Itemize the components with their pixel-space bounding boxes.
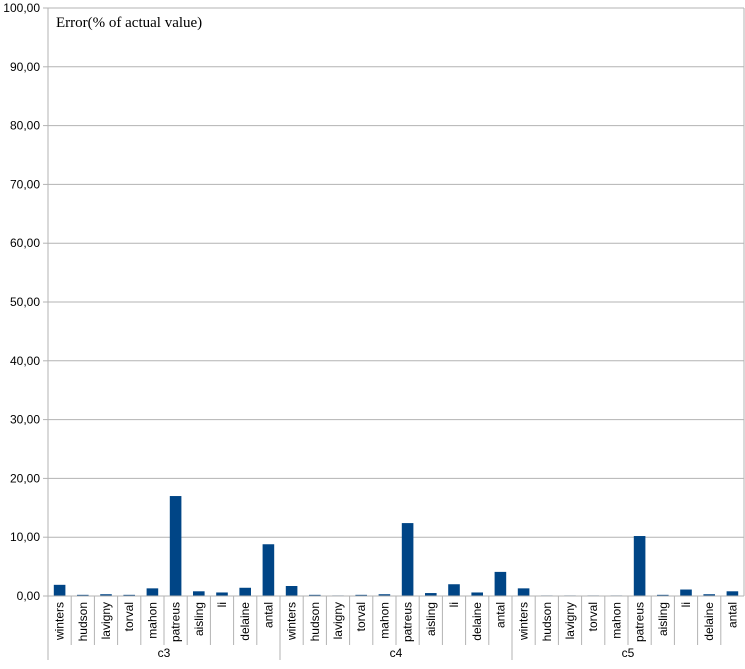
bar [123,594,135,596]
bars [53,496,739,597]
category-label: hudson [76,602,90,641]
category-label: winters [517,602,531,641]
bar [703,594,715,596]
bar [53,584,66,596]
group-labels: c3 c4 c5 [158,646,635,660]
bar [146,588,159,596]
category-label: aisling [656,602,670,636]
bar [657,594,669,596]
group-label: c3 [158,646,171,660]
category-label: torval [122,602,136,631]
y-tick-label: 10,00 [10,530,40,544]
category-label: mahon [377,602,391,639]
bar [77,594,89,596]
bar [193,591,205,596]
bar [169,496,182,596]
category-label: patreus [401,602,415,642]
bar [309,594,321,596]
bar [239,587,251,596]
y-tick-label: 40,00 [10,354,40,368]
category-label: lavigny [331,602,345,639]
bar [216,592,228,596]
y-tick-label: 50,00 [10,295,40,309]
category-label: lavigny [99,602,113,639]
bar [517,588,530,596]
category-label: aisling [424,602,438,636]
category-label: hudson [308,602,322,641]
category-label: winters [53,602,67,641]
bar [680,589,692,596]
bar [100,594,112,596]
category-label: delaine [238,602,252,641]
chart-title: Error(% of actual value) [56,15,202,31]
bar [378,594,391,596]
category-label: hudson [540,602,554,641]
group-label: c5 [622,646,635,660]
group-label: c4 [390,646,403,660]
bar [448,584,460,596]
category-labels: winters hudson lavigny torval mahon patreus ai… [53,602,740,642]
category-label: patreus [169,602,183,642]
category-label: antal [493,602,507,628]
y-tick-labels: 0,00 10,00 20,00 30,00 40,00 50,00 60,00 70,00 8… [3,1,40,603]
bar [494,571,507,596]
category-label: torval [354,602,368,631]
category-label: delaine [702,602,716,641]
bar [262,544,275,596]
axes [43,7,745,660]
y-tick-label: 60,00 [10,236,40,250]
bar [401,523,414,596]
y-tick-label: 70,00 [10,177,40,191]
category-label: li [447,602,461,607]
category-label: li [215,602,229,607]
category-label: delaine [470,602,484,641]
bar [285,586,298,596]
bar [633,536,646,596]
y-tick-label: 30,00 [10,413,40,427]
bar [726,591,739,596]
y-tick-label: 80,00 [10,119,40,133]
category-label: torval [586,602,600,631]
category-label: mahon [145,602,159,639]
category-label: aisling [192,602,206,636]
y-tick-label: 90,00 [10,60,40,74]
y-tick-label: 0,00 [17,589,41,603]
category-label: li [679,602,693,607]
category-label: patreus [633,602,647,642]
bar [425,593,437,596]
bar [355,594,367,596]
category-label: antal [261,602,275,628]
category-label: lavigny [563,602,577,639]
y-tick-label: 20,00 [10,471,40,485]
category-label: mahon [609,602,623,639]
y-tick-label: 100,00 [3,1,40,15]
category-label: antal [725,602,739,628]
bar [471,592,483,596]
category-label: winters [285,602,299,641]
